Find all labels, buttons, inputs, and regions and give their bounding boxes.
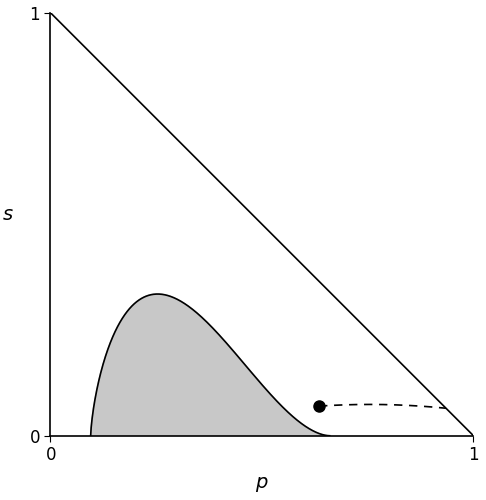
Polygon shape [91,294,330,436]
X-axis label: $p$: $p$ [255,476,269,494]
Y-axis label: $s$: $s$ [2,205,14,224]
